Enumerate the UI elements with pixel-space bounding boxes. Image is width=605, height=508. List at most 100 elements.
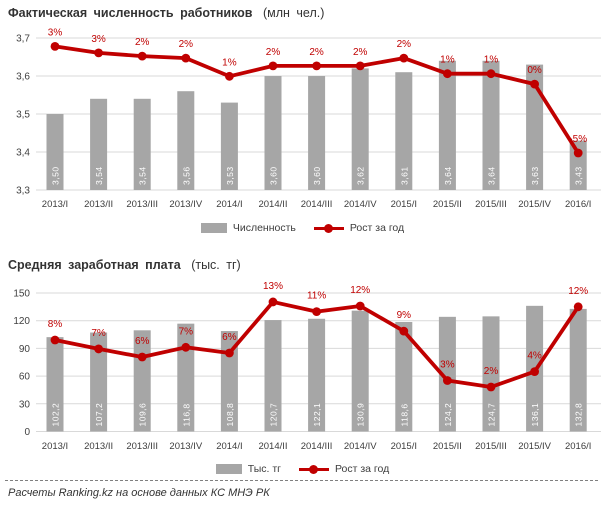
growth-value-label: 2% <box>484 366 499 377</box>
x-tick-label: 2014/II <box>258 199 287 210</box>
growth-value-label: 6% <box>135 336 150 347</box>
bar <box>133 98 151 190</box>
bar <box>46 337 64 432</box>
y-tick-label: 0 <box>24 427 30 438</box>
bar-value-label: 132,8 <box>574 403 584 427</box>
y-tick-label: 60 <box>19 372 31 383</box>
x-tick-label: 2013/I <box>42 441 68 452</box>
growth-point <box>225 348 234 358</box>
growth-value-label: 12% <box>568 286 588 297</box>
growth-value-label: 3% <box>48 27 63 38</box>
growth-value-label: 2% <box>135 37 150 48</box>
y-tick-label: 30 <box>19 399 31 410</box>
x-tick-label: 2013/II <box>84 441 113 452</box>
bar-value-label: 102,2 <box>51 403 61 427</box>
growth-value-label: 12% <box>350 285 370 296</box>
y-tick-label: 90 <box>19 344 31 355</box>
line-series-label: Рост за год <box>334 463 390 475</box>
bar <box>569 308 587 432</box>
x-tick-label: 2015/III <box>475 199 507 210</box>
growth-value-label: 8% <box>48 319 63 330</box>
bar-series-label: Численность <box>232 222 296 234</box>
growth-line <box>53 44 581 155</box>
bar-value-label: 3,54 <box>94 166 104 185</box>
bar <box>482 316 500 432</box>
growth-value-label: -5% <box>569 134 587 145</box>
salary-chart-title-unit: (тыс. тг) <box>191 258 241 272</box>
growth-point <box>443 69 452 79</box>
bar-value-label: 116,8 <box>181 403 191 426</box>
line-series-swatch <box>298 464 329 474</box>
growth-value-label: 2% <box>266 47 281 58</box>
growth-value-label: 3% <box>91 34 106 45</box>
y-tick-label: 120 <box>13 316 30 327</box>
growth-point <box>94 344 103 354</box>
x-tick-label: 2013/I <box>42 199 68 210</box>
bar-series-swatch <box>215 464 242 474</box>
bar-value-label: 107,2 <box>94 403 104 427</box>
x-tick-label: 2014/I <box>216 441 242 452</box>
x-tick-label: 2014/I <box>216 199 242 210</box>
bar <box>308 318 326 432</box>
bar <box>308 76 326 190</box>
x-tick-label: 2015/I <box>391 199 417 210</box>
bar <box>351 310 369 432</box>
growth-point <box>530 79 539 89</box>
bar <box>395 321 413 432</box>
bar <box>220 102 238 190</box>
x-tick-label: 2014/II <box>258 441 287 452</box>
growth-point <box>268 61 278 71</box>
bar-value-label: 3,64 <box>487 166 497 185</box>
growth-value-label: 7% <box>91 328 106 339</box>
legend-item-bar-series: Численность <box>200 222 296 234</box>
growth-point <box>312 61 321 71</box>
y-tick-label: 3,4 <box>16 148 30 159</box>
growth-value-label: 7% <box>179 326 194 337</box>
growth-point <box>355 61 365 71</box>
x-tick-label: 2015/IV <box>518 441 551 452</box>
bar-series-swatch <box>200 223 227 233</box>
bar-value-label: 122,1 <box>312 403 322 427</box>
bar-value-label: 108,8 <box>225 403 235 427</box>
growth-value-label: 2% <box>397 39 412 50</box>
x-tick-label: 2015/IV <box>518 199 551 210</box>
bar <box>482 60 500 190</box>
bar-value-label: 3,60 <box>312 166 322 185</box>
growth-point <box>225 71 234 81</box>
x-tick-label: 2014/III <box>301 199 333 210</box>
bar <box>264 320 282 432</box>
bar-value-label: 3,54 <box>138 166 148 185</box>
growth-point <box>486 382 496 392</box>
bar-value-label: 124,2 <box>443 403 453 427</box>
growth-point <box>399 53 409 63</box>
y-tick-label: 150 <box>13 289 30 300</box>
bar <box>220 331 238 432</box>
line-series-swatch <box>313 223 344 233</box>
bar <box>395 72 413 190</box>
growth-point <box>50 335 60 345</box>
x-tick-label: 2016/I <box>565 199 591 210</box>
line-series-label: Рост за год <box>349 222 405 234</box>
line-swatch-dot <box>324 223 334 233</box>
x-tick-label: 2016/I <box>565 441 591 452</box>
bar-value-label: 3,61 <box>399 166 409 185</box>
bar-value-label: 3,60 <box>269 166 279 185</box>
bar <box>438 60 456 190</box>
growth-line <box>53 300 581 389</box>
growth-point <box>486 69 496 79</box>
growth-value-label: 4% <box>527 351 542 362</box>
growth-value-label: 2% <box>179 39 194 50</box>
bar <box>177 323 195 432</box>
growth-value-label: 0% <box>527 65 542 76</box>
bar <box>264 76 282 190</box>
growth-point <box>268 297 278 307</box>
bar <box>90 332 108 432</box>
growth-point <box>399 326 409 336</box>
x-tick-label: 2013/IV <box>169 441 202 452</box>
growth-value-label: 2% <box>353 47 368 58</box>
growth-value-label: 1% <box>222 57 237 68</box>
growth-point <box>137 352 147 362</box>
growth-point <box>50 42 60 51</box>
x-tick-label: 2015/II <box>433 441 462 452</box>
